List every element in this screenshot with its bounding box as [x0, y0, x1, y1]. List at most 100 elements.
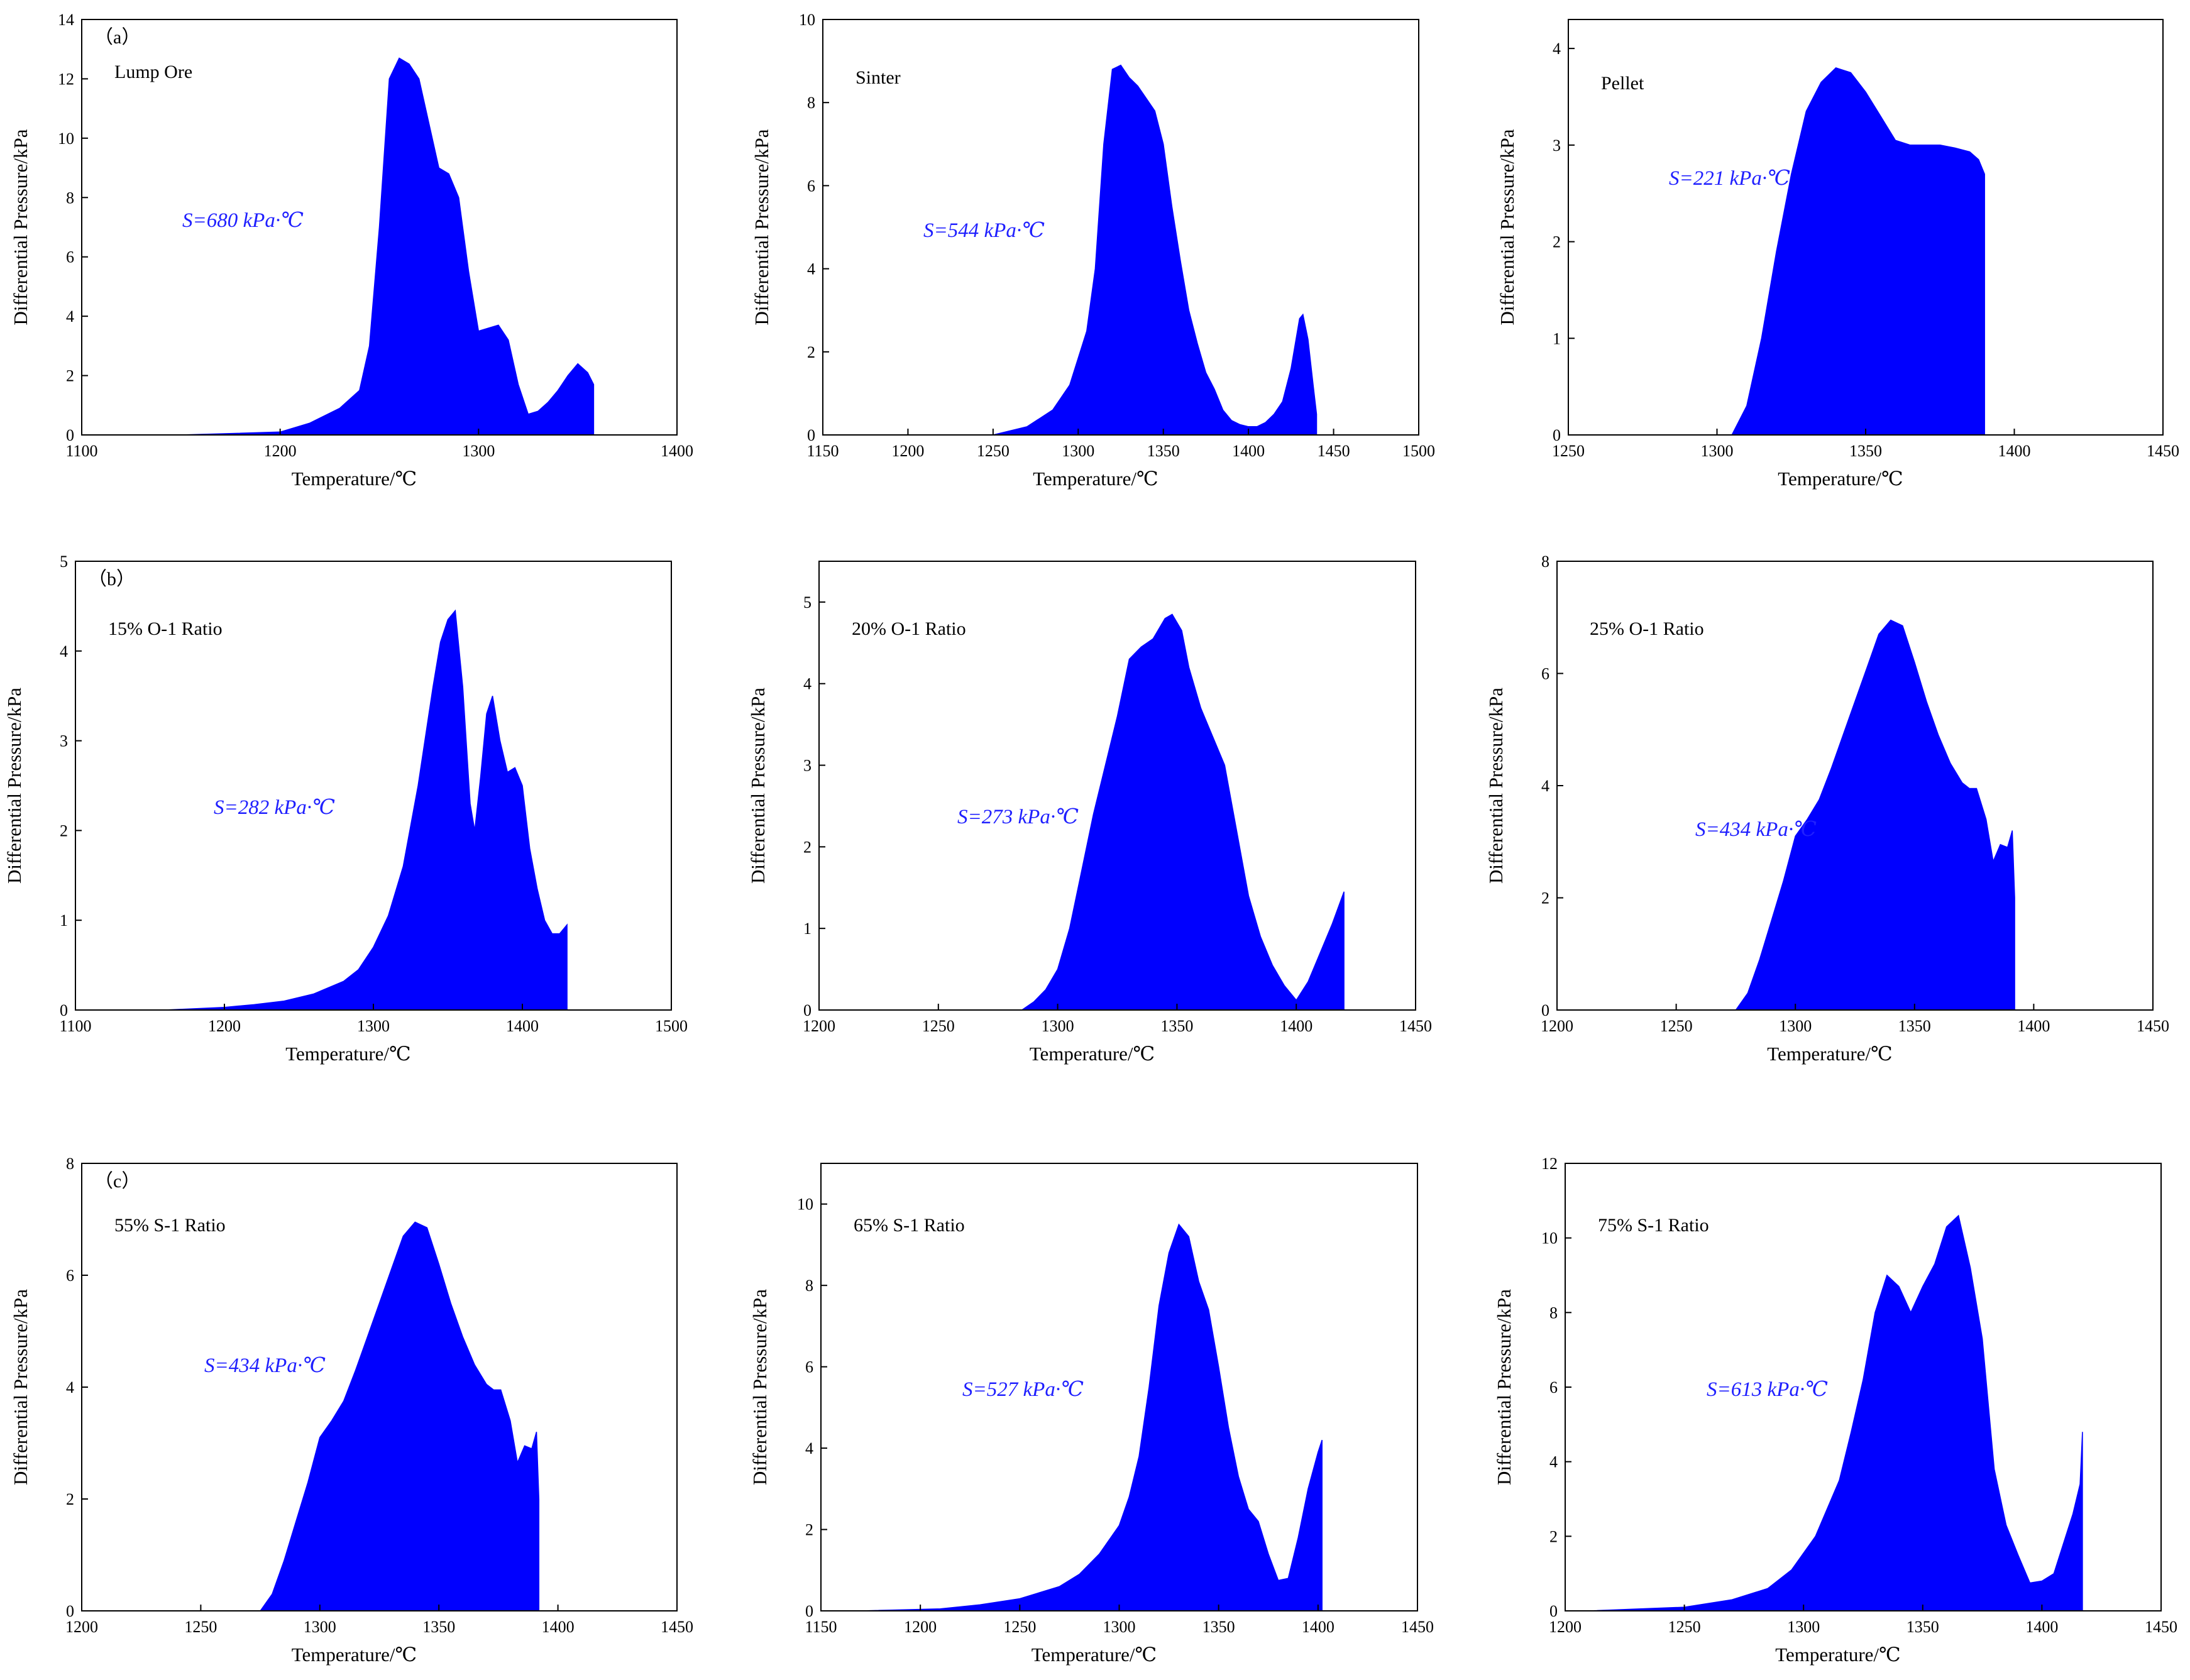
x-axis-label: Temperature/℃	[1767, 1043, 1892, 1065]
y-tick-label: 4	[1549, 1453, 1558, 1471]
panel-label: （c）	[94, 1171, 140, 1192]
panel-label: （a）	[94, 27, 140, 48]
chart-panel-1: 1100 1200 1300 1400 0 2 4 6 8 10 12 14 Temperature/℃…	[9, 11, 693, 490]
x-tick-label: 1300	[304, 1618, 336, 1636]
y-tick-label: 2	[1549, 1527, 1558, 1545]
x-tick-label: 1350	[1898, 1017, 1931, 1035]
y-axis-label: Differential Pressure/kPa	[747, 688, 769, 884]
y-tick-label: 6	[805, 1358, 813, 1376]
plot-frame	[822, 19, 1419, 436]
y-tick-label: 8	[807, 94, 815, 112]
y-tick-label: 14	[58, 11, 74, 29]
panel-title: Pellet	[1601, 73, 1644, 94]
x-tick-label: 1450	[1318, 442, 1350, 460]
y-tick-label: 0	[1553, 426, 1561, 444]
x-tick-label: 1100	[59, 1017, 91, 1035]
y-tick-label: 1	[1553, 329, 1561, 348]
chart-panel-5: 1200 1250 1300 1350 1400 1450 0 1 2 3 4 5 Temperatur…	[747, 561, 1432, 1065]
x-axis-label: Temperature/℃	[1030, 1043, 1155, 1065]
area-series-1	[1592, 619, 2015, 1011]
y-tick-label: 6	[1549, 1378, 1558, 1397]
y-tick-label: 8	[805, 1276, 813, 1295]
x-tick-label: 1450	[2147, 442, 2179, 460]
y-tick-label: 10	[58, 129, 74, 148]
x-tick-label: 1400	[1998, 442, 2031, 460]
x-tick-label: 1350	[1147, 442, 1180, 460]
y-tick-label: 5	[803, 593, 812, 612]
y-axis-label: Differential Pressure/kPa	[3, 688, 25, 884]
panel-title: Lump Ore	[114, 62, 192, 82]
x-tick-label: 1450	[2137, 1017, 2169, 1035]
chart-panel-7: 1200 1250 1300 1350 1400 1450 0 2 4 6 8 Temperature…	[9, 1155, 693, 1666]
chart-panel-4: 1100 1200 1300 1400 1500 0 1 2 3 4 5 Temperature/℃ D…	[3, 552, 688, 1065]
y-tick-label: 2	[66, 367, 74, 385]
y-tick-label: 0	[1541, 1001, 1549, 1019]
plot-frame	[818, 561, 1416, 1011]
x-tick-label: 1300	[462, 442, 495, 460]
x-tick-label: 1300	[1042, 1017, 1074, 1035]
y-tick-label: 2	[60, 821, 68, 840]
x-tick-label: 1200	[65, 1618, 98, 1636]
y-tick-label: 4	[1541, 777, 1549, 795]
area-annotation: S=613 kPa·℃	[1707, 1378, 1828, 1401]
panel-title: 65% S-1 Ratio	[854, 1215, 965, 1236]
area-series-1	[165, 609, 568, 1011]
y-tick-label: 1	[803, 920, 812, 938]
y-tick-label: 3	[803, 757, 812, 775]
x-tick-label: 1300	[1779, 1017, 1812, 1035]
x-tick-label: 1200	[1541, 1017, 1573, 1035]
x-tick-label: 1300	[1062, 442, 1094, 460]
panel-title: 15% O-1 Ratio	[108, 618, 223, 639]
area-annotation: S=680 kPa·℃	[182, 209, 304, 232]
y-tick-label: 5	[60, 552, 68, 571]
y-tick-label: 0	[807, 426, 815, 444]
x-axis-label: Temperature/℃	[1032, 1644, 1157, 1666]
area-annotation: S=527 kPa·℃	[962, 1378, 1084, 1401]
x-tick-label: 1200	[891, 442, 924, 460]
y-tick-label: 4	[60, 642, 68, 661]
chart-panel-9: 1200 1250 1300 1350 1400 1450 0 2 4 6 8 10 12 Tempera…	[1493, 1155, 2177, 1666]
area-series-1	[180, 57, 595, 436]
x-tick-label: 1450	[661, 1618, 693, 1636]
area-annotation: S=434 kPa·℃	[204, 1354, 326, 1377]
area-series-1	[105, 1221, 540, 1611]
y-tick-label: 2	[807, 343, 815, 361]
x-tick-label: 1500	[1402, 442, 1435, 460]
y-tick-label: 4	[1553, 40, 1561, 58]
y-tick-label: 10	[799, 11, 815, 29]
y-axis-label: Differential Pressure/kPa	[749, 1289, 771, 1485]
x-tick-label: 1450	[2145, 1618, 2177, 1636]
y-tick-label: 3	[1553, 136, 1561, 155]
y-tick-label: 0	[803, 1001, 812, 1019]
x-tick-label: 1300	[1701, 442, 1734, 460]
y-axis-label: Differential Pressure/kPa	[1493, 1289, 1515, 1485]
y-tick-label: 6	[1541, 665, 1549, 683]
panel-title: 25% O-1 Ratio	[1590, 618, 1704, 639]
x-tick-label: 1200	[264, 442, 297, 460]
y-tick-label: 1	[60, 911, 68, 930]
chart-panel-3: 1250 1300 1350 1400 1450 0 1 2 3 4 Temperature/℃ Di…	[1496, 19, 2179, 490]
x-tick-label: 1250	[184, 1618, 217, 1636]
x-tick-label: 1400	[2017, 1017, 2050, 1035]
x-tick-label: 1200	[904, 1618, 937, 1636]
x-tick-label: 1350	[1907, 1618, 1939, 1636]
y-tick-label: 0	[66, 426, 74, 444]
x-axis-label: Temperature/℃	[1775, 1644, 1900, 1666]
area-series-1	[861, 1223, 1323, 1611]
x-tick-label: 1350	[1849, 442, 1882, 460]
x-tick-label: 1250	[1660, 1017, 1693, 1035]
y-tick-label: 0	[60, 1001, 68, 1019]
panel-title: 75% S-1 Ratio	[1598, 1215, 1709, 1236]
y-tick-label: 4	[805, 1439, 813, 1458]
y-tick-label: 8	[1549, 1304, 1558, 1322]
x-tick-label: 1250	[977, 442, 1010, 460]
y-axis-label: Differential Pressure/kPa	[751, 129, 773, 325]
y-tick-label: 2	[805, 1521, 813, 1539]
x-axis-label: Temperature/℃	[285, 1043, 410, 1065]
x-tick-label: 1200	[208, 1017, 241, 1035]
y-tick-label: 12	[1541, 1155, 1558, 1173]
y-tick-label: 2	[1541, 889, 1549, 908]
y-tick-label: 6	[807, 177, 815, 195]
area-annotation: S=544 kPa·℃	[923, 219, 1045, 242]
